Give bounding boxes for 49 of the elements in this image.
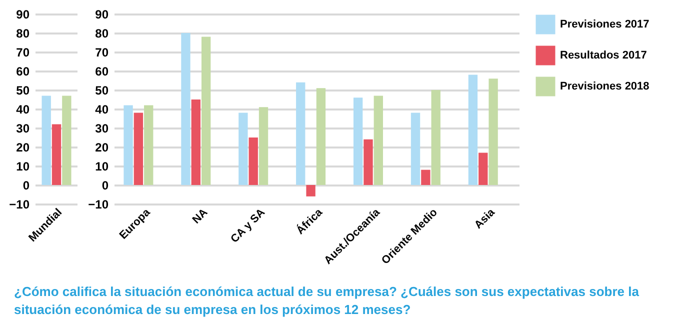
bar: [191, 100, 200, 185]
x-tick-label: CA y SA: [228, 206, 268, 246]
bar: [134, 112, 144, 185]
bar: [364, 139, 373, 185]
bar: [306, 185, 316, 196]
y-tick-label: 80: [16, 26, 30, 40]
legend-label: Previsiones 2018: [560, 80, 650, 92]
y-tick-label: 80: [95, 26, 109, 40]
y-tick-label: 0: [22, 178, 30, 192]
y-tick-label: 40: [16, 102, 30, 116]
y-tick-label: 10: [95, 160, 109, 174]
bar: [421, 170, 430, 185]
y-tick-label: −10: [9, 198, 30, 212]
bar: [201, 36, 211, 185]
y-tick-label: 60: [95, 64, 109, 78]
text: ¿Cómo califica la situación económica actual de su empresa? ¿Cuáles son sus expectativas sobre la situación económica de su empresa en los próximos 12 meses?: [14, 283, 640, 319]
y-tick-label: 0: [102, 178, 109, 192]
bar: [124, 105, 133, 185]
bar: [488, 78, 498, 185]
y-tick-label: 70: [16, 46, 30, 60]
x-tick-label: NA: [190, 206, 210, 226]
bar: [296, 82, 306, 185]
bar: [353, 98, 363, 185]
y-tick-label: 90: [95, 8, 109, 22]
bar: [374, 96, 383, 185]
y-tick-label: 50: [95, 84, 109, 98]
y-tick-label: 90: [16, 8, 30, 22]
y-tick-label: −10: [88, 198, 109, 212]
bar: [248, 138, 258, 185]
y-tick-label: 70: [95, 46, 109, 60]
bar: [468, 74, 478, 185]
bar: [316, 88, 326, 185]
bar: [431, 90, 440, 185]
bar: [258, 107, 268, 185]
bar: [238, 112, 248, 185]
bar: [181, 33, 190, 185]
y-tick-label: 60: [16, 64, 30, 78]
y-tick-label: 20: [95, 140, 109, 154]
y-tick-label: 30: [16, 122, 30, 136]
y-tick-label: 40: [95, 102, 109, 116]
bar: [144, 105, 154, 185]
y-tick-label: 50: [16, 84, 30, 98]
bar: [410, 112, 420, 185]
legend-label: Resultados 2017: [560, 50, 647, 62]
legend-label: Previsiones 2017: [560, 18, 650, 30]
y-tick-label: 20: [16, 140, 30, 154]
y-tick-label: 10: [16, 160, 30, 174]
y-tick-label: 30: [95, 122, 109, 136]
bar: [478, 152, 488, 185]
